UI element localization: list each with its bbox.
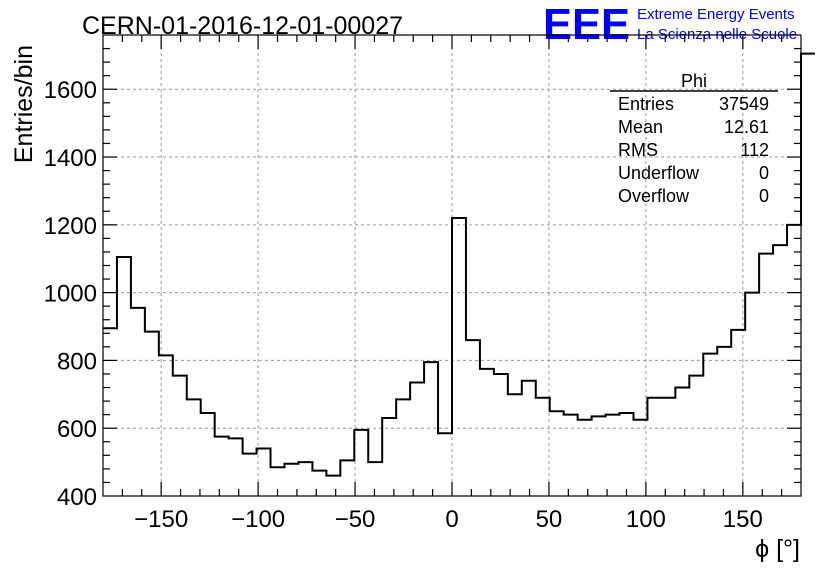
logo-line-1: Extreme Energy Events (637, 6, 795, 23)
histogram-line (103, 52, 815, 477)
stats-value: 0 (759, 163, 769, 183)
stats-rows: Entries 37549 Mean 12.61 RMS 112 Underflow 0 Ove… (618, 94, 769, 206)
y-tick-label: 800 (57, 348, 97, 375)
x-tick-label: −50 (335, 506, 376, 533)
y-axis-title: Entries/bin (10, 45, 38, 163)
y-tick-label: 1400 (44, 145, 97, 172)
x-axis-title: ϕ [°] (755, 535, 800, 563)
stats-label: Mean (618, 117, 663, 137)
stats-box-title: Phi (681, 71, 707, 91)
stats-value: 112 (740, 140, 769, 160)
stats-label: Entries (618, 94, 674, 114)
x-tick-label: 100 (626, 506, 666, 533)
tick-labels: −150 −100 −50 0 50 100 150 400 600 800 1000 1200 140… (44, 77, 763, 533)
axis-ticks (103, 35, 801, 496)
x-tick-label: −150 (134, 506, 188, 533)
stats-value: 12.61 (724, 117, 769, 137)
stats-label: Underflow (618, 163, 700, 183)
y-tick-label: 400 (57, 484, 97, 511)
x-tick-label: 50 (536, 506, 563, 533)
x-tick-label: −100 (231, 506, 285, 533)
stats-box: Phi Entries 37549 Mean 12.61 RMS 112 Underflow… (610, 71, 778, 206)
stats-value: 0 (759, 186, 769, 206)
stats-value: 37549 (719, 94, 769, 114)
histogram-series (103, 52, 815, 477)
x-tick-label: 150 (723, 506, 763, 533)
y-tick-label: 1200 (44, 213, 97, 240)
y-tick-label: 600 (57, 416, 97, 443)
stats-label: RMS (618, 140, 658, 160)
y-tick-label: 1000 (44, 281, 97, 308)
x-tick-label: 0 (445, 506, 458, 533)
stats-label: Overflow (618, 186, 690, 206)
eee-logo-icon: EEE (543, 0, 630, 49)
y-tick-label: 1600 (44, 77, 97, 104)
